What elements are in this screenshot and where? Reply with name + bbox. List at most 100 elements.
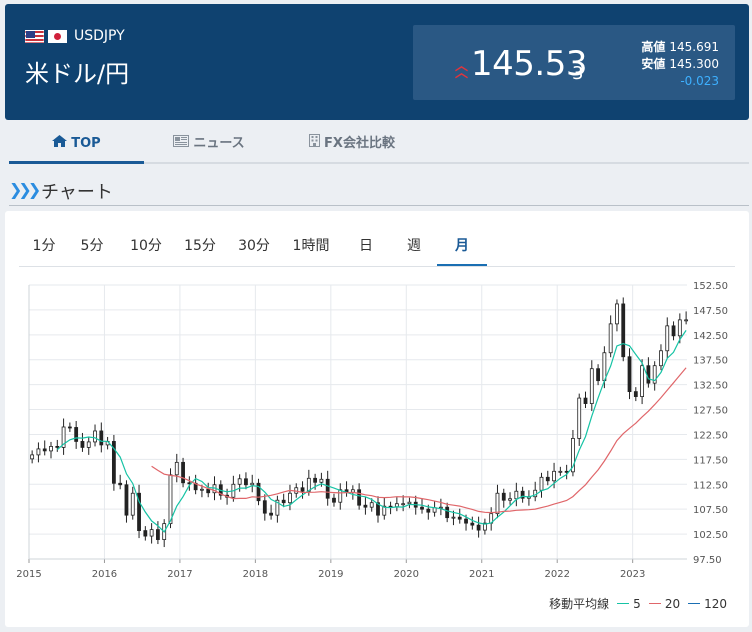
candle-body: [49, 446, 53, 452]
candle-body: [445, 506, 450, 519]
candle: [74, 421, 79, 449]
tab-top-label: TOP: [71, 136, 101, 151]
high-label: 高値: [641, 40, 666, 54]
home-icon: [52, 126, 68, 162]
legend-swatch: [648, 603, 661, 604]
candle-body: [394, 503, 399, 508]
candle: [269, 504, 273, 520]
tab-top[interactable]: TOP: [9, 126, 144, 164]
candle: [539, 472, 544, 498]
section-title: チャート: [41, 182, 113, 203]
y-tick-label: 152.50: [693, 281, 728, 292]
candle-body: [677, 319, 682, 337]
candle-body: [476, 524, 481, 531]
period-tab-week[interactable]: 週: [407, 238, 421, 254]
candle: [420, 498, 424, 514]
candle-body: [332, 497, 336, 503]
period-tab-10m[interactable]: 10分: [130, 238, 162, 254]
candle-body: [646, 365, 651, 384]
x-axis-ticks: 2015 2016 2017 2018 2019 2020 2021 2022 2023: [16, 569, 645, 580]
candle: [671, 321, 676, 341]
main-tabs: TOP ニュース FX会社比較: [9, 126, 749, 164]
candle-body: [338, 489, 343, 503]
legend-item-ma120: 120: [688, 597, 727, 611]
candle-body: [457, 516, 462, 520]
candle-body: [577, 397, 582, 439]
y-tick-label: 97.50: [693, 555, 722, 566]
candle-body: [671, 325, 676, 337]
current-price: 145.53: [471, 44, 587, 84]
period-tab-5m[interactable]: 5分: [80, 238, 104, 254]
candle: [363, 496, 368, 515]
x-tick-label: 2016: [92, 569, 117, 580]
candle: [489, 507, 494, 531]
candle-body: [281, 499, 286, 504]
candle-body: [168, 474, 173, 525]
candle-body: [74, 427, 79, 442]
period-tab-1h[interactable]: 1時間: [292, 238, 330, 254]
candle: [596, 364, 600, 386]
candle-body: [470, 522, 475, 526]
candle: [93, 424, 97, 447]
candle-body: [99, 430, 104, 446]
candle-body: [67, 426, 72, 429]
candle: [369, 498, 374, 512]
candle: [143, 526, 148, 541]
candle-body: [313, 477, 318, 483]
y-tick-label: 122.50: [693, 430, 728, 441]
candlestick-series: [30, 297, 689, 548]
candle: [640, 359, 645, 405]
candle: [646, 357, 651, 388]
candle: [156, 521, 160, 545]
candle: [162, 519, 167, 548]
high-value: 145.691: [669, 40, 719, 54]
candle: [382, 497, 387, 520]
price-change: -0.023: [680, 74, 719, 88]
current-price-last-digit: 3: [572, 63, 584, 84]
candle-body: [376, 502, 380, 516]
x-tick-label: 2022: [544, 569, 569, 580]
candle: [344, 481, 349, 497]
candle-body: [130, 492, 135, 516]
candle-body: [42, 448, 47, 452]
legend-item-ma20: 20: [648, 597, 680, 611]
candle: [262, 494, 267, 521]
candle: [621, 297, 626, 362]
candle-body: [124, 484, 129, 516]
period-tab-1m[interactable]: 1分: [32, 238, 56, 254]
candle-body: [206, 488, 211, 494]
period-tab-day[interactable]: 日: [359, 238, 373, 254]
chart-grid: [28, 284, 687, 563]
candle-body: [181, 461, 185, 484]
candle: [237, 474, 242, 492]
candle-body: [464, 518, 468, 524]
candle-body: [325, 478, 330, 499]
candle: [338, 483, 343, 510]
y-tick-label: 102.50: [693, 530, 728, 541]
candle-body: [407, 501, 412, 505]
period-tab-month[interactable]: 月: [437, 229, 487, 267]
pair-code: USDJPY: [74, 28, 125, 44]
candle-body: [118, 482, 123, 486]
candle: [564, 464, 569, 480]
news-icon: [173, 126, 190, 162]
y-tick-label: 107.50: [693, 505, 728, 516]
price-chart[interactable]: 152.50 147.50 142.50 137.50 132.50 127.50 122.…: [5, 211, 749, 627]
period-tab-15m[interactable]: 15分: [184, 238, 216, 254]
candle: [332, 493, 336, 507]
period-tab-30m[interactable]: 30分: [238, 238, 270, 254]
pair-row: USDJPY: [25, 28, 125, 44]
tab-fx-compare[interactable]: FX会社比較: [302, 126, 402, 164]
candle: [250, 474, 255, 493]
candle-body: [237, 478, 242, 485]
low-label: 安値: [641, 57, 666, 71]
candle: [520, 486, 525, 503]
tab-news[interactable]: ニュース: [169, 126, 249, 164]
tab-fx-compare-label: FX会社比較: [324, 136, 395, 151]
candle-body: [36, 448, 41, 456]
candle-body: [149, 529, 154, 537]
candle: [357, 483, 362, 510]
candle-body: [621, 303, 626, 358]
candle-body: [495, 492, 500, 515]
candle-body: [514, 490, 519, 500]
